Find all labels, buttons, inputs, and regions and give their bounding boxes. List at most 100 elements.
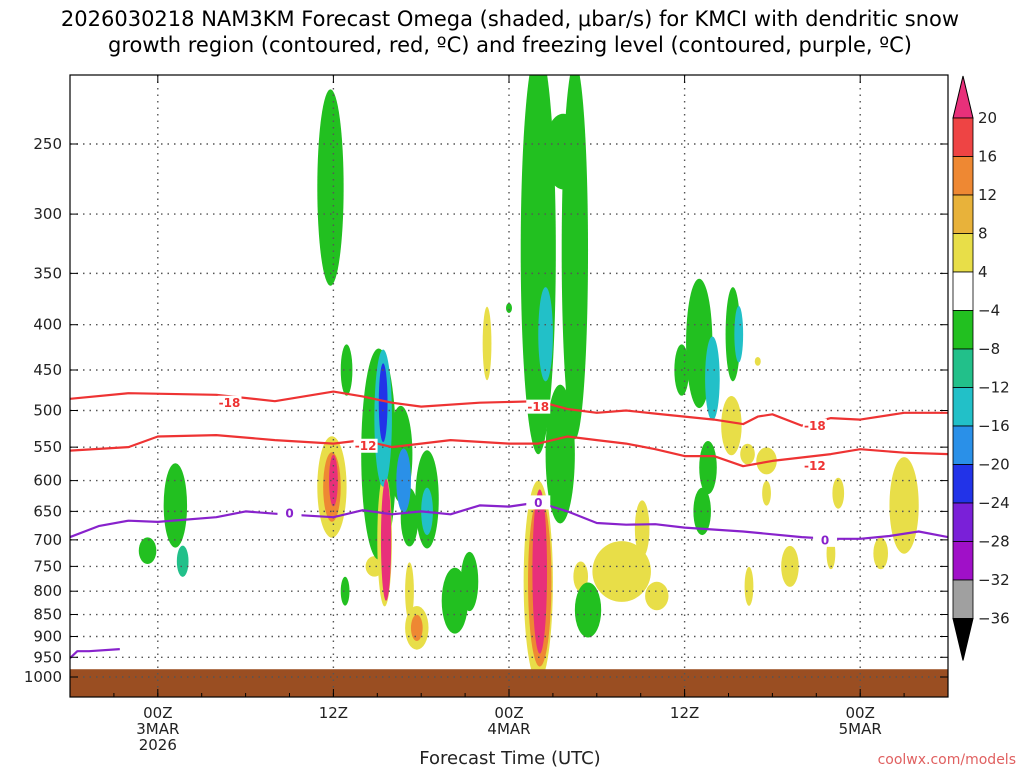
colorbar-swatch: [952, 156, 974, 196]
x-tick-label: 5MAR: [839, 720, 882, 738]
contour-label-bg: [813, 532, 838, 547]
y-tick-label: 950: [33, 648, 62, 666]
freezing-level-contour: [70, 648, 120, 659]
y-tick-label: 500: [33, 402, 62, 420]
contour-label: -12: [804, 459, 826, 473]
y-tick-label: 650: [33, 502, 62, 520]
omega-cell: [410, 614, 423, 641]
colorbar-label: −28: [978, 533, 1010, 551]
contour-label: 0: [534, 496, 542, 510]
y-tick-label: 300: [33, 205, 62, 223]
contour-label-bg: [802, 458, 827, 473]
y-tick-label: 550: [33, 438, 62, 456]
omega-cell: [506, 302, 512, 314]
y-tick-label: 750: [33, 557, 62, 575]
omega-cell: [138, 537, 157, 565]
plot-area: [70, 75, 948, 697]
colorbar-swatch: [952, 117, 974, 157]
omega-cell: [744, 566, 754, 606]
colorbar-label: −12: [978, 379, 1010, 397]
y-tick-label: 900: [33, 627, 62, 645]
y-tick-label: 1000: [24, 668, 62, 686]
credit-text: coolwx.com/models: [878, 752, 1016, 768]
colorbar-swatch: [952, 579, 974, 619]
contour-label-bg: [217, 395, 242, 410]
omega-cell: [634, 500, 650, 558]
x-tick-label: 12Z: [670, 704, 699, 722]
colorbar-swatch: [952, 502, 974, 542]
omega-cell: [873, 537, 889, 570]
contour-label: -18: [219, 396, 241, 410]
dgz-contour-minus12: [70, 434, 948, 468]
omega-cell: [592, 541, 651, 602]
omega-cell: [693, 487, 711, 536]
x-tick-label: 2026: [139, 736, 177, 754]
colorbar-swatch: [952, 310, 974, 350]
colorbar-label: 12: [978, 186, 997, 204]
omega-cell: [538, 287, 553, 382]
omega-cell: [889, 457, 919, 554]
colorbar-arrow-bottom: [952, 618, 974, 661]
chart-title-line-1: 2026030218 NAM3KM Forecast Omega (shaded…: [61, 7, 959, 31]
colorbar-swatch: [952, 194, 974, 234]
omega-cell: [574, 582, 602, 638]
omega-cell: [378, 363, 388, 443]
x-axis-label: Forecast Time (UTC): [419, 748, 600, 768]
chart-title: 2026030218 NAM3KM Forecast Omega (shaded…: [61, 7, 959, 57]
y-tick-label: 850: [33, 606, 62, 624]
omega-cell: [482, 306, 492, 381]
omega-cell: [340, 576, 350, 606]
x-tick-label: 12Z: [319, 704, 348, 722]
colorbar-label: 16: [978, 148, 997, 166]
colorbar-swatch: [952, 348, 974, 388]
colorbar-label: −36: [978, 610, 1010, 628]
colorbar-swatch: [952, 464, 974, 504]
colorbar-label: 4: [978, 263, 988, 281]
omega-cell: [721, 395, 742, 456]
colorbar-label: 20: [978, 109, 997, 127]
y-tick-label: 800: [33, 582, 62, 600]
omega-cell: [561, 75, 589, 440]
contour-label-bg: [277, 506, 302, 521]
chart-title-line-2: growth region (contoured, red, ºC) and f…: [108, 33, 912, 57]
contour-label: 0: [285, 507, 293, 521]
colorbar-label: −32: [978, 571, 1010, 589]
y-tick-label: 700: [33, 531, 62, 549]
colorbar-swatch: [952, 541, 974, 581]
colorbar-swatch: [952, 387, 974, 427]
colorbar-label: −8: [978, 340, 1000, 358]
colorbar-swatch: [952, 233, 974, 273]
contour-label-bg: [353, 438, 378, 453]
omega-cell: [460, 551, 479, 612]
omega-shading: [70, 75, 948, 697]
plot-frame: [69, 74, 949, 698]
y-tick-label: 400: [33, 316, 62, 334]
x-tick-label: 00Z: [846, 704, 875, 722]
omega-cell: [396, 448, 411, 513]
contour-label-bg: [802, 418, 827, 433]
omega-cell: [762, 480, 771, 506]
omega-cell: [380, 478, 392, 601]
contour-label: 0: [821, 533, 829, 547]
omega-cell: [163, 463, 188, 548]
omega-cell: [520, 75, 556, 455]
x-tick-label: 3MAR: [136, 720, 179, 738]
omega-cell: [545, 384, 575, 524]
colorbar-arrow-top: [952, 75, 974, 119]
omega-cell: [754, 356, 761, 366]
gridlines: [70, 75, 948, 697]
x-tick-label: 4MAR: [487, 720, 530, 738]
omega-cell: [176, 545, 189, 577]
colorbar-label: −20: [978, 456, 1010, 474]
omega-cell: [705, 336, 720, 421]
colorbar: 20 16 12 8 4 −4 −8 −12 −16 −20 −24 −28 −32 −36: [952, 75, 1010, 661]
axes: 250 300 350 400 450 500 550 600 650 700 750 800 850 9…: [24, 74, 949, 754]
temperature-contours: -18 -18 -18 -12 -12 0 0 0: [70, 390, 948, 659]
omega-cell: [734, 306, 744, 363]
x-tick-label: 00Z: [143, 704, 172, 722]
colorbar-swatch: [952, 425, 974, 465]
omega-cell: [781, 545, 799, 587]
y-tick-label: 450: [33, 361, 62, 379]
y-tick-label: 600: [33, 472, 62, 490]
